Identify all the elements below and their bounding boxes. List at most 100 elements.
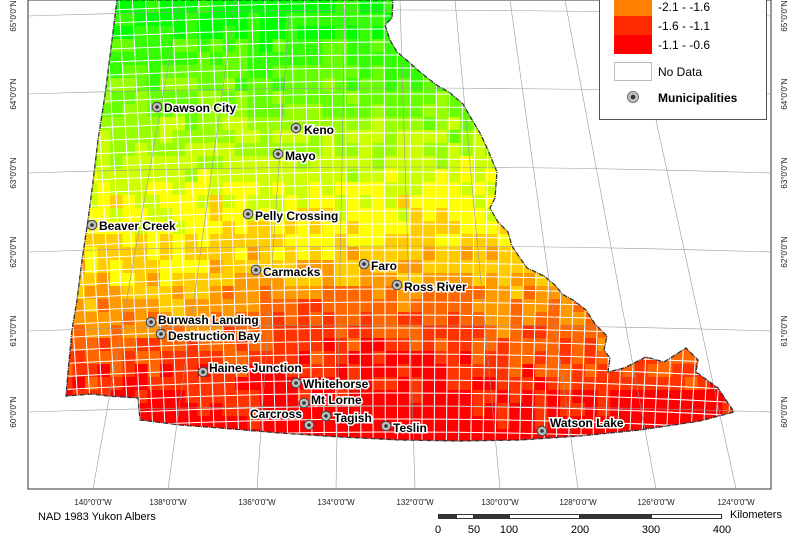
grid-cell	[273, 0, 286, 13]
municipality-marker-dot	[90, 223, 94, 227]
grid-cell	[73, 169, 86, 182]
municipality-label: Destruction Bay	[168, 329, 260, 343]
grid-cell	[210, 390, 223, 403]
grid-cell	[523, 403, 536, 416]
grid-cell	[298, 91, 311, 104]
grid-cell	[460, 26, 473, 39]
grid-cell	[373, 429, 386, 442]
grid-cell	[523, 416, 536, 429]
grid-cell	[285, 429, 298, 442]
grid-cell	[585, 39, 598, 52]
grid-cell	[435, 208, 448, 221]
grid-cell	[560, 260, 573, 273]
grid-cell	[523, 13, 536, 26]
grid-cell	[423, 13, 436, 26]
grid-cell	[498, 143, 511, 156]
municipality-label: Ross River	[404, 280, 467, 294]
latitude-label: 63°0'0"N	[9, 157, 18, 188]
grid-cell	[423, 195, 436, 208]
grid-cell	[335, 286, 348, 299]
grid-cell	[673, 156, 686, 169]
grid-cell	[685, 247, 698, 260]
grid-cell	[735, 286, 748, 299]
grid-cell	[685, 377, 698, 390]
grid-cell	[485, 260, 498, 273]
grid-cell	[460, 13, 473, 26]
municipality-label: Whitehorse	[303, 377, 369, 391]
grid-cell	[398, 208, 411, 221]
grid-cell	[135, 156, 148, 169]
grid-cell	[610, 429, 623, 442]
grid-cell	[348, 13, 361, 26]
grid-cell	[123, 416, 136, 429]
grid-cell	[323, 260, 336, 273]
grid-cell	[573, 286, 586, 299]
municipality-marker-dot	[246, 212, 250, 216]
grid-cell	[260, 195, 273, 208]
municipality-marker-dot	[294, 381, 298, 385]
grid-cell	[723, 156, 736, 169]
grid-cell	[410, 117, 423, 130]
grid-cell	[498, 39, 511, 52]
grid-cell	[448, 182, 461, 195]
grid-cell	[310, 13, 323, 26]
grid-cell	[298, 442, 311, 455]
grid-cell	[648, 429, 661, 442]
grid-cell	[360, 338, 373, 351]
grid-cell	[323, 442, 336, 455]
grid-cell	[710, 221, 723, 234]
scale-bar: Kilometers 0 50 100 200 300 400	[438, 514, 798, 540]
grid-cell	[148, 117, 161, 130]
grid-cell	[510, 130, 523, 143]
grid-cell	[735, 377, 748, 390]
grid-cell	[460, 234, 473, 247]
grid-cell	[148, 442, 161, 455]
grid-cell	[335, 91, 348, 104]
grid-cell	[210, 39, 223, 52]
grid-cell	[85, 117, 98, 130]
grid-cell	[98, 299, 111, 312]
grid-cell	[335, 312, 348, 325]
grid-cell	[473, 221, 486, 234]
grid-cell	[423, 247, 436, 260]
grid-cell	[435, 299, 448, 312]
grid-cell	[660, 260, 673, 273]
grid-cell	[73, 234, 86, 247]
grid-cell	[660, 325, 673, 338]
grid-cell	[585, 26, 598, 39]
grid-cell	[548, 52, 561, 65]
grid-line	[40, 445, 760, 456]
grid-cell	[360, 390, 373, 403]
grid-cell	[85, 13, 98, 26]
grid-cell	[298, 299, 311, 312]
grid-cell	[135, 65, 148, 78]
grid-cell	[435, 312, 448, 325]
grid-cell	[698, 182, 711, 195]
grid-cell	[335, 247, 348, 260]
grid-cell	[298, 39, 311, 52]
grid-cell	[710, 364, 723, 377]
grid-cell	[235, 169, 248, 182]
grid-cell	[423, 221, 436, 234]
grid-cell	[235, 416, 248, 429]
grid-cell	[698, 221, 711, 234]
grid-cell	[623, 260, 636, 273]
grid-cell	[285, 91, 298, 104]
grid-cell	[223, 221, 236, 234]
grid-cell	[673, 221, 686, 234]
grid-cell	[210, 52, 223, 65]
grid-cell	[60, 156, 73, 169]
grid-cell	[535, 156, 548, 169]
legend-no-data-label: No Data	[658, 65, 702, 79]
grid-cell	[448, 338, 461, 351]
grid-cell	[310, 286, 323, 299]
municipality-label: Carcross	[250, 407, 302, 421]
grid-cell	[710, 312, 723, 325]
grid-cell	[110, 143, 123, 156]
grid-cell	[635, 260, 648, 273]
grid-cell	[223, 429, 236, 442]
grid-cell	[523, 312, 536, 325]
grid-cell	[560, 13, 573, 26]
grid-cell	[723, 221, 736, 234]
grid-cell	[348, 0, 361, 13]
